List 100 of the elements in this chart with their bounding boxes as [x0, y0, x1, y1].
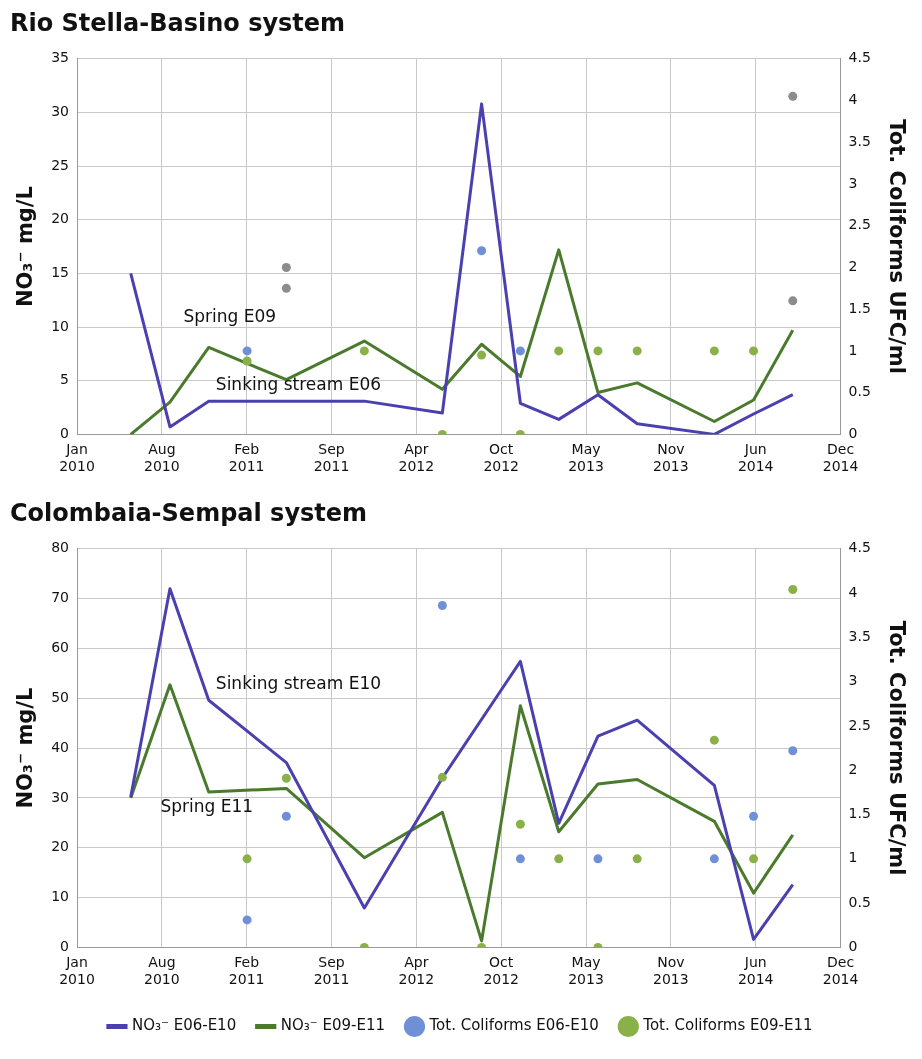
- y2-tick-label: 0: [848, 938, 858, 955]
- y-tick-label: 70: [51, 589, 70, 606]
- x-tick-label: Feb 2011: [228, 954, 265, 988]
- y-tick-label: 5: [60, 371, 70, 388]
- point: [709, 735, 719, 745]
- x-tick-label: Apr 2012: [398, 441, 435, 475]
- y2-tick-label: 2.5: [848, 216, 871, 233]
- point: [281, 773, 291, 783]
- y-tick-label: 50: [51, 688, 70, 705]
- x-tick-label: Aug 2010: [144, 954, 180, 988]
- point: [437, 600, 447, 610]
- y2-tick-label: 3: [848, 672, 858, 689]
- x-tick-label: Oct 2012: [483, 441, 520, 475]
- x-tick-label: Apr 2012: [398, 954, 435, 988]
- y2-tick-label: 0: [848, 425, 858, 442]
- point: [709, 346, 719, 356]
- point: [788, 746, 798, 756]
- point: [788, 91, 798, 101]
- x-tick-label: Sep 2011: [313, 954, 350, 988]
- y2-tick-label: 1.5: [848, 805, 871, 822]
- y-tick-label: 0: [60, 425, 70, 442]
- y2-tick-label: 4: [848, 91, 858, 108]
- point: [242, 356, 252, 366]
- y2-tick-label: 1: [848, 849, 858, 866]
- x-tick-label: Dec 2014: [822, 441, 859, 475]
- x-tick-label: Nov 2013: [653, 441, 689, 475]
- point: [281, 283, 291, 293]
- annotation: Spring E09: [183, 306, 277, 327]
- x-tick-label: Oct 2012: [483, 954, 520, 988]
- point: [554, 346, 564, 356]
- y-axis-title: NO₃⁻ mg/L: [13, 186, 38, 308]
- point: [788, 296, 798, 306]
- point: [749, 346, 759, 356]
- point: [281, 262, 291, 272]
- x-tick-label: May 2013: [568, 441, 604, 475]
- x-tick-label: Jun 2014: [737, 954, 774, 988]
- y-tick-label: 15: [51, 264, 70, 281]
- point: [477, 350, 487, 360]
- point: [749, 811, 759, 821]
- point: [788, 585, 798, 595]
- y2-tick-label: 2: [848, 760, 858, 777]
- legend-label: NO₃⁻ E09-E11: [280, 1016, 385, 1035]
- y-tick-label: 60: [51, 639, 70, 656]
- x-tick-label: Dec 2014: [822, 954, 859, 988]
- y2-tick-label: 3: [848, 174, 858, 191]
- y-tick-label: 30: [51, 103, 70, 120]
- x-tick-label: May 2013: [568, 954, 604, 988]
- y2-tick-label: 4: [848, 583, 858, 600]
- point: [593, 854, 603, 864]
- y2-axis-title: Tot. Coliforms UFC/ml: [884, 119, 909, 374]
- y-tick-label: 0: [60, 938, 70, 955]
- legend-label: NO₃⁻ E06-E10: [131, 1016, 237, 1035]
- x-tick-label: Aug 2010: [144, 441, 180, 475]
- y2-tick-label: 3.5: [848, 132, 871, 149]
- point: [242, 346, 252, 356]
- point: [554, 854, 564, 864]
- point: [749, 854, 759, 864]
- y-tick-label: 20: [51, 838, 70, 855]
- y2-tick-label: 3.5: [848, 628, 871, 645]
- y2-tick-label: 1.5: [848, 299, 871, 316]
- point: [632, 346, 642, 356]
- point: [515, 346, 525, 356]
- chart-title: Colombaia-Sempal system: [10, 498, 368, 527]
- y-tick-label: 40: [51, 738, 70, 755]
- y2-tick-label: 2: [848, 258, 858, 275]
- y-axis-title: NO₃⁻ mg/L: [13, 687, 38, 809]
- point: [593, 346, 603, 356]
- y2-tick-label: 1: [848, 341, 858, 358]
- y2-tick-label: 0.5: [848, 383, 871, 400]
- x-tick-label: Sep 2011: [313, 441, 350, 475]
- annotation: Sinking stream E06: [215, 373, 382, 394]
- y-tick-label: 20: [51, 210, 70, 227]
- y-tick-label: 35: [51, 49, 70, 66]
- point: [709, 854, 719, 864]
- point: [515, 854, 525, 864]
- point: [281, 811, 291, 821]
- point: [515, 819, 525, 829]
- legend-label: Tot. Coliforms E06-E10: [428, 1016, 599, 1035]
- chart-title: Rio Stella-Basino system: [10, 8, 346, 37]
- y2-tick-label: 4.5: [848, 49, 871, 66]
- y2-tick-label: 2.5: [848, 716, 871, 733]
- point: [359, 346, 369, 356]
- x-tick-label: Feb 2011: [228, 441, 265, 475]
- x-tick-label: Jun 2014: [737, 441, 774, 475]
- point: [477, 246, 487, 256]
- x-tick-label: Jan 2010: [59, 954, 95, 988]
- y2-axis-title: Tot. Coliforms UFC/ml: [884, 620, 909, 876]
- y-tick-label: 10: [51, 317, 70, 334]
- y-tick-label: 80: [51, 539, 70, 556]
- y-tick-label: 10: [51, 888, 70, 905]
- y2-tick-label: 4.5: [848, 539, 871, 556]
- point: [242, 854, 252, 864]
- point: [437, 772, 447, 782]
- annotation: Spring E11: [160, 796, 254, 817]
- point: [242, 915, 252, 925]
- y-tick-label: 30: [51, 788, 70, 805]
- y2-tick-label: 0.5: [848, 893, 871, 910]
- x-tick-label: Jan 2010: [59, 441, 95, 475]
- point: [632, 854, 642, 864]
- x-tick-label: Nov 2013: [653, 954, 689, 988]
